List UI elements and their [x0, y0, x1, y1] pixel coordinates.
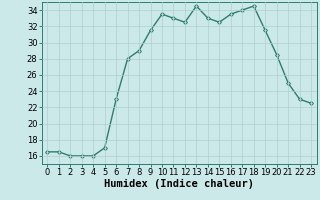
X-axis label: Humidex (Indice chaleur): Humidex (Indice chaleur) — [104, 179, 254, 189]
